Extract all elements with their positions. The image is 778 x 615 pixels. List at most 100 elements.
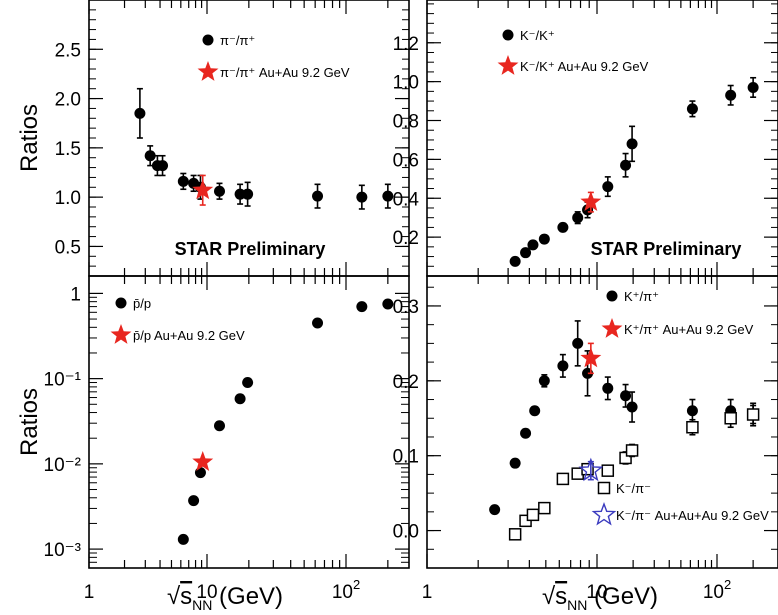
data-point	[747, 81, 759, 93]
data-point	[188, 495, 200, 507]
y-tick-label: 0.2	[393, 372, 419, 393]
preliminary-label: STAR Preliminary	[591, 239, 742, 259]
x-axis-title-sub: NN	[192, 597, 212, 613]
y-tick-label: 1.0	[55, 188, 81, 209]
series-dot	[509, 76, 759, 267]
x-axis-title-unit: (GeV)	[212, 583, 283, 610]
data-point	[234, 188, 246, 200]
y-tick-label: 1	[70, 284, 81, 305]
legend-label: K⁺/π⁺ Au+Au 9.2 GeV	[624, 322, 754, 337]
y-tick-label: 1.2	[393, 34, 419, 55]
data-point	[580, 191, 602, 212]
x-axis-title-unit: (GeV)	[587, 583, 658, 610]
data-point	[572, 212, 584, 224]
y-tick-label: 0.3	[393, 297, 419, 318]
panel-bottom-left: 10⁻³ 10⁻² 10⁻¹ 1 1 10 102 p̄/p p̄/p Au+Au 9.2 Ge…	[16, 275, 410, 613]
legend-marker	[197, 61, 219, 81]
y-tick-label: 0.1	[393, 447, 419, 468]
data-point	[356, 191, 368, 203]
data-point	[580, 347, 602, 368]
y-tick-label: 2.0	[55, 90, 81, 111]
data-point	[508, 528, 522, 541]
series-star	[192, 451, 214, 471]
data-point	[527, 239, 539, 251]
data-point	[356, 301, 368, 313]
data-point	[509, 255, 521, 267]
data-point	[602, 181, 614, 193]
y-tick-label: 1.0	[393, 73, 419, 94]
y-tick-label: 1.5	[55, 139, 81, 160]
legend-label: K⁻/K⁺ Au+Au 9.2 GeV	[520, 59, 649, 74]
data-point	[601, 464, 615, 477]
x-axis-title: √sNN (GeV)	[542, 583, 658, 613]
data-point	[312, 190, 324, 202]
data-point	[626, 138, 638, 150]
panel-frame	[426, 0, 778, 277]
panel-frame	[426, 275, 778, 569]
data-point	[242, 377, 254, 389]
legend-label: K⁻/π⁻	[616, 481, 651, 496]
data-point	[538, 233, 550, 245]
data-point	[529, 405, 541, 417]
data-point	[557, 360, 569, 372]
x-tick-label: 1	[422, 582, 433, 603]
data-point	[134, 107, 146, 119]
data-point	[602, 382, 614, 394]
legend-marker	[597, 481, 611, 495]
panel-top-left: 0.5 1.0 1.5 2.0 2.5 π⁻/π⁺ π⁻/π⁺ Au+Au 9.2 GeV S…	[16, 0, 410, 277]
data-point	[578, 457, 604, 482]
x-tick-label-exp: 2	[724, 577, 731, 592]
data-point	[234, 393, 246, 405]
data-point	[144, 150, 156, 162]
y-tick-label: 10⁻¹	[44, 370, 82, 391]
x-axis-title: √sNN (GeV)	[167, 583, 283, 613]
x-tick-label-exp: 2	[353, 577, 360, 592]
series-star	[580, 191, 602, 213]
y-tick-label: 0.4	[393, 189, 420, 210]
legend-label: K⁻/K⁺	[520, 28, 555, 43]
data-point	[557, 221, 569, 233]
y-tick-label: 10⁻³	[44, 540, 82, 561]
data-point	[556, 472, 570, 486]
data-point	[177, 533, 189, 545]
data-point	[382, 190, 394, 202]
data-point	[177, 175, 189, 187]
legend-label: p̄/p Au+Au 9.2 GeV	[133, 328, 245, 343]
data-point	[520, 247, 532, 259]
series-open-square	[508, 404, 760, 541]
legend-marker	[591, 501, 617, 526]
data-point	[192, 451, 214, 471]
legend-label: K⁻/π⁻ Au+Au+Au 9.2 GeV	[616, 508, 769, 523]
panel-top-right: 0.2 0.4 0.6 0.8 1.0 1.2 K⁻/K⁺ K⁻/K⁺ Au+Au 9.2 G…	[393, 0, 778, 277]
legend-label: π⁻/π⁺ Au+Au 9.2 GeV	[220, 65, 350, 80]
data-point	[620, 159, 632, 171]
data-point	[538, 375, 550, 387]
data-point	[625, 444, 639, 457]
x-axis-title-s: s	[555, 583, 567, 610]
series-star	[192, 174, 214, 206]
data-point	[509, 457, 521, 469]
legend-marker	[502, 29, 514, 41]
legend-marker	[115, 297, 127, 309]
y-axis-title: Ratios	[16, 388, 43, 456]
data-point	[213, 185, 225, 197]
series-star	[580, 342, 602, 375]
data-point	[526, 508, 540, 522]
x-axis-title-radical: √	[542, 583, 556, 610]
data-point	[192, 179, 214, 200]
x-axis-title-sub: NN	[567, 597, 587, 613]
panel-frame	[88, 275, 410, 569]
data-point	[626, 401, 638, 413]
data-point	[746, 408, 760, 421]
preliminary-label: STAR Preliminary	[175, 239, 326, 259]
data-point	[242, 188, 254, 200]
x-axis-title-s: s	[180, 583, 192, 610]
data-point	[686, 420, 699, 434]
data-point	[686, 405, 698, 417]
panel-bottom-right: 0.0 0.1 0.2 0.3 1 10 102 K⁺/π⁺ K⁺/π⁺ Au+Au 9.2 G…	[393, 275, 778, 613]
y-tick-label: 2.5	[55, 40, 81, 61]
data-point	[572, 337, 584, 349]
y-tick-label: 0.0	[393, 522, 419, 543]
data-point	[157, 160, 169, 172]
data-point	[724, 412, 737, 425]
